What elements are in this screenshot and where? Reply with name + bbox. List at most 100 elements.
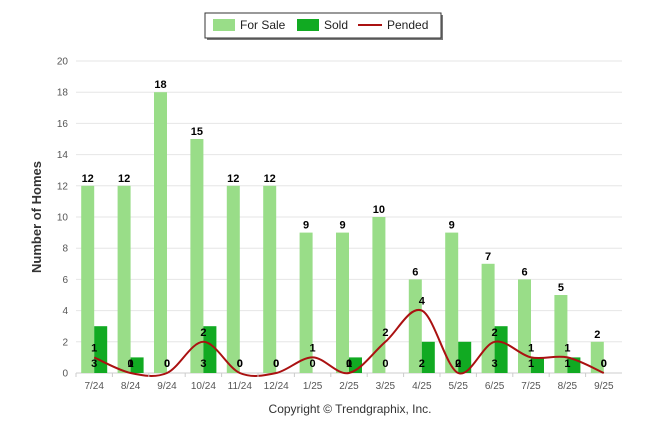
y-tick-label: 4 [62, 306, 68, 317]
x-tick-label: 11/24 [228, 381, 253, 392]
x-tick-label: 3/25 [376, 381, 396, 392]
y-tick-label: 18 [57, 88, 69, 99]
data-label-pended: 0 [601, 358, 607, 370]
data-label-for-sale: 12 [227, 173, 239, 185]
x-tick-label: 4/25 [412, 381, 432, 392]
copyright-credit: Copyright © Trendgraphix, Inc. [269, 402, 432, 416]
series-for-sale [81, 92, 604, 373]
x-tick-label: 12/24 [264, 381, 289, 392]
legend: For Sale Sold Pended [204, 12, 443, 40]
data-label-pended: 1 [310, 342, 316, 354]
bar-for-sale [299, 232, 313, 373]
legend-swatch-sold [297, 19, 319, 31]
data-label-sold: 0 [310, 358, 316, 370]
data-label-for-sale: 12 [82, 173, 94, 185]
y-tick-label: 10 [57, 213, 69, 224]
x-tick-label: 9/24 [157, 381, 177, 392]
y-tick-label: 2 [62, 337, 68, 348]
data-label-for-sale: 9 [449, 220, 455, 232]
x-tick-label: 9/25 [594, 381, 614, 392]
data-label-sold: 1 [528, 358, 534, 370]
data-label-pended: 0 [455, 358, 461, 370]
bar-for-sale [554, 295, 568, 373]
data-label-sold: 0 [273, 358, 279, 370]
x-tick-label: 5/25 [448, 381, 468, 392]
bar-for-sale [481, 263, 495, 373]
y-tick-label: 0 [62, 369, 68, 380]
data-label-sold: 0 [382, 358, 388, 370]
data-label-sold: 0 [164, 358, 170, 370]
data-label-pended: 1 [91, 342, 97, 354]
y-axis-label: Number of Homes [29, 161, 44, 273]
bar-for-sale [263, 185, 277, 373]
data-label-for-sale: 5 [558, 282, 564, 294]
legend-label-for-sale: For Sale [240, 18, 286, 32]
y-tick-label: 16 [57, 119, 69, 130]
x-tick-label: 8/25 [558, 381, 578, 392]
data-label-pended: 0 [164, 358, 170, 370]
data-label-sold: 0 [601, 358, 607, 370]
bar-for-sale [190, 139, 204, 373]
bar-for-sale [518, 279, 531, 373]
data-label-sold: 1 [564, 358, 570, 370]
data-label-for-sale: 9 [303, 220, 309, 232]
bar-sold [458, 341, 472, 373]
bar-for-sale [408, 279, 422, 373]
data-label-for-sale: 9 [339, 220, 345, 232]
data-label-sold: 1 [128, 358, 134, 370]
bar-for-sale [445, 232, 459, 373]
x-tick-label: 10/24 [191, 381, 216, 392]
data-label-pended: 2 [492, 327, 498, 339]
bar-sold [531, 357, 544, 373]
bar-sold [494, 326, 508, 373]
bar-for-sale [117, 185, 131, 373]
data-label-sold: 3 [91, 358, 97, 370]
data-label-pended: 0 [237, 358, 243, 370]
y-axis-ticks: 0 2 4 6 8 10 12 14 16 18 20 [57, 57, 69, 380]
data-label-for-sale: 6 [521, 266, 527, 278]
data-label-pended: 1 [528, 342, 534, 354]
legend-label-sold: Sold [324, 18, 348, 32]
data-label-for-sale: 18 [154, 79, 166, 91]
data-label-sold: 2 [455, 358, 461, 370]
bar-sold [130, 357, 144, 373]
data-label-for-sale: 2 [594, 329, 600, 341]
series-pended [93, 309, 605, 377]
line-pended [93, 309, 605, 377]
y-tick-label: 8 [62, 244, 68, 255]
y-tick-label: 14 [57, 150, 69, 161]
x-tick-label: 7/24 [84, 381, 104, 392]
data-label-sold: 0 [237, 358, 243, 370]
y-tick-label: 12 [57, 181, 69, 192]
y-tick-label: 6 [62, 275, 68, 286]
x-axis-ticks: 7/24 8/24 9/24 10/24 11/24 12/24 1/25 2/25 3/25 4… [75, 373, 614, 392]
bar-for-sale [590, 341, 604, 373]
data-label-for-sale: 6 [412, 266, 418, 278]
data-label-for-sale: 12 [264, 173, 276, 185]
bar-sold [421, 341, 435, 373]
data-label-pended: 0 [128, 358, 134, 370]
data-label-sold: 1 [346, 358, 352, 370]
x-tick-label: 6/25 [485, 381, 505, 392]
data-label-pended: 2 [200, 327, 206, 339]
data-label-for-sale: 10 [373, 204, 385, 216]
data-label-for-sale: 15 [191, 126, 203, 138]
y-tick-label: 20 [57, 57, 69, 68]
bar-for-sale [372, 217, 386, 373]
data-label-sold: 2 [419, 358, 425, 370]
data-label-for-sale: 7 [485, 251, 491, 263]
bar-for-sale [154, 92, 167, 373]
x-tick-label: 8/24 [121, 381, 141, 392]
x-tick-label: 7/25 [521, 381, 541, 392]
x-tick-label: 2/25 [339, 381, 359, 392]
x-tick-label: 1/25 [303, 381, 323, 392]
bar-sold [203, 326, 217, 373]
legend-box [204, 12, 442, 39]
data-label-for-sale: 12 [118, 173, 130, 185]
data-label-pended: 0 [346, 358, 352, 370]
data-label-sold: 3 [200, 358, 206, 370]
legend-swatch-for-sale [213, 19, 235, 31]
data-label-sold: 3 [492, 358, 498, 370]
